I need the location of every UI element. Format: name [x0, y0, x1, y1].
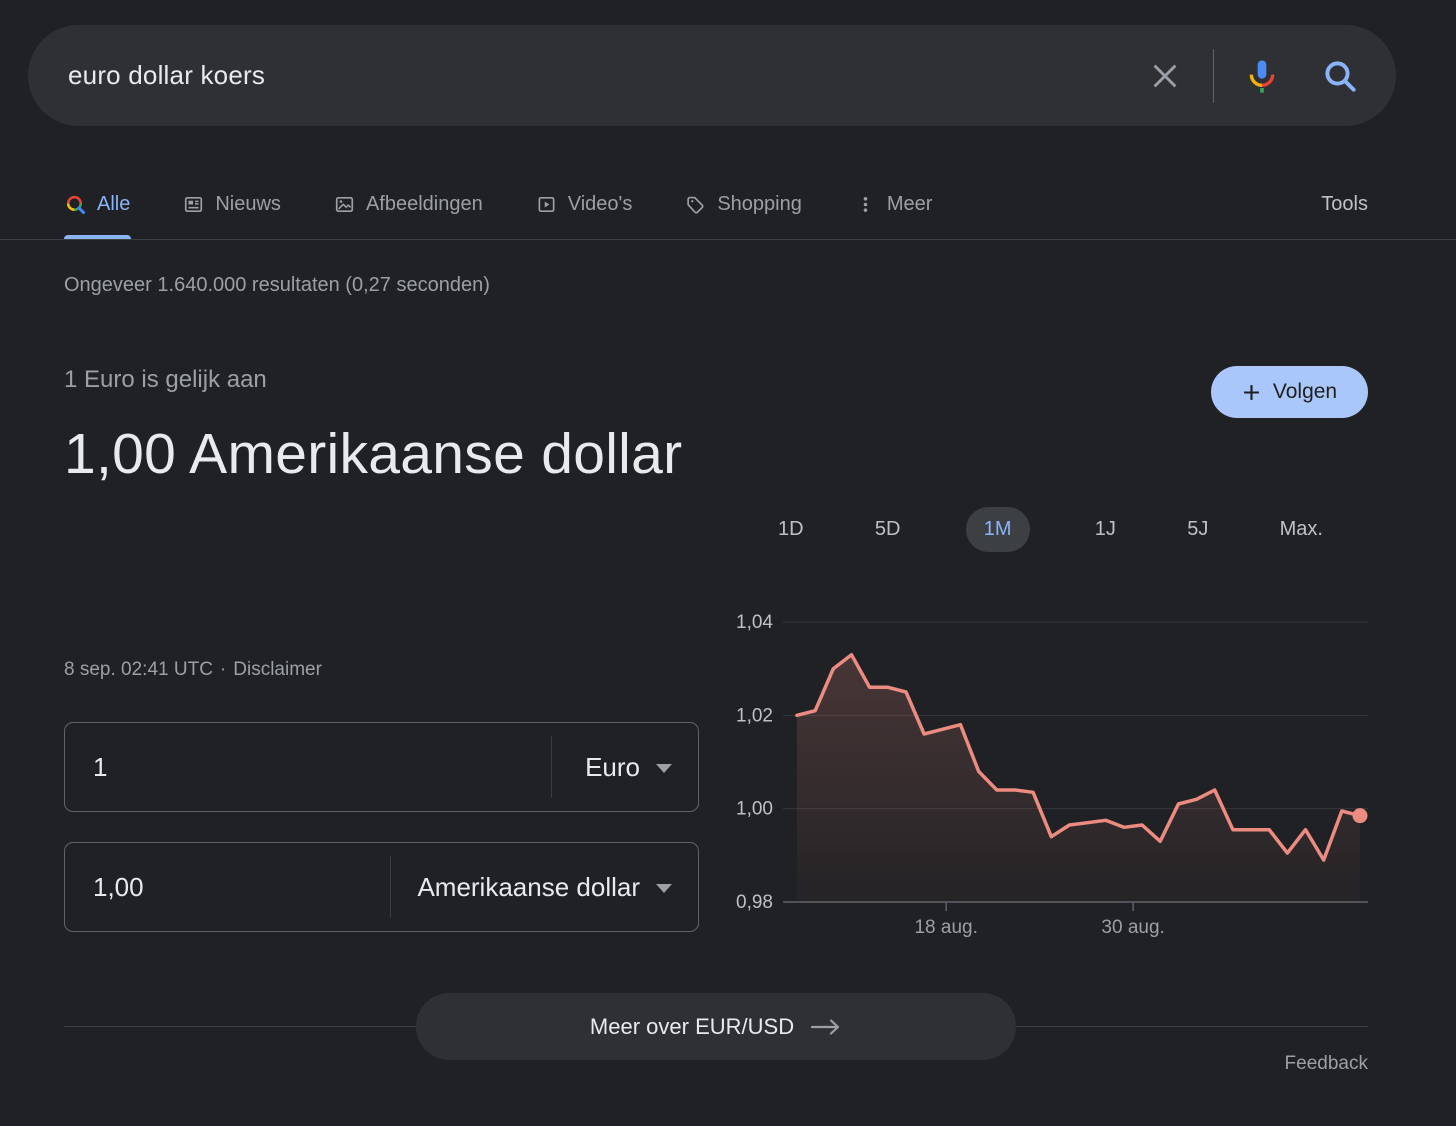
- separator-dot: ·: [219, 659, 227, 680]
- tab-shopping[interactable]: Shopping: [684, 170, 803, 239]
- field-divider: [551, 736, 552, 798]
- magnifier-icon: [1325, 60, 1356, 92]
- disclaimer-link[interactable]: Disclaimer: [233, 659, 322, 680]
- tab-nieuws[interactable]: Nieuws: [182, 170, 282, 239]
- amount-from-row: 1 Euro: [64, 722, 699, 812]
- x-icon: [1153, 64, 1177, 87]
- search-input[interactable]: euro dollar koers: [68, 60, 266, 90]
- search-submit-button[interactable]: [1318, 54, 1362, 98]
- currency-from-select[interactable]: Euro: [552, 752, 672, 783]
- tab-alle[interactable]: Alle: [64, 170, 132, 239]
- range-max[interactable]: Max.: [1279, 517, 1323, 540]
- tab-label: Video's: [567, 193, 633, 215]
- currency-from-label: Euro: [585, 751, 640, 782]
- result-stats: Ongeveer 1.640.000 resultaten (0,27 seco…: [64, 274, 490, 296]
- range-1m[interactable]: 1M: [965, 506, 1030, 552]
- time-range-tabs: 1D 5D 1M 1J 5J Max.: [772, 506, 1329, 552]
- feedback-link[interactable]: Feedback: [1284, 1053, 1368, 1074]
- timestamp-text: 8 sep. 02:41 UTC: [64, 659, 213, 680]
- range-5j[interactable]: 5J: [1187, 517, 1209, 540]
- shopping-tag-icon: [687, 196, 704, 214]
- amount-to-input[interactable]: 1,00: [93, 871, 144, 902]
- search-bar[interactable]: euro dollar koers: [28, 25, 1396, 126]
- range-5d[interactable]: 5D: [874, 517, 901, 540]
- svg-text:1,02: 1,02: [736, 705, 773, 726]
- svg-text:1,00: 1,00: [736, 799, 773, 820]
- range-1j[interactable]: 1J: [1094, 517, 1116, 540]
- chevron-down-icon: [656, 764, 672, 773]
- rate-timestamp: 8 sep. 02:41 UTC · Disclaimer: [64, 659, 322, 681]
- voice-search-button[interactable]: [1240, 54, 1284, 98]
- tab-label: Afbeeldingen: [365, 193, 483, 215]
- news-icon: [185, 196, 203, 213]
- follow-label: Volgen: [1272, 380, 1338, 403]
- search-divider: [1213, 48, 1214, 103]
- svg-text:30 aug.: 30 aug.: [1101, 917, 1164, 938]
- videos-icon: [538, 196, 555, 213]
- conversion-result: 1,00 Amerikaanse dollar: [64, 422, 683, 486]
- tab-label: Meer: [886, 193, 933, 215]
- eur-usd-chart[interactable]: 1,04 1,02 1,00 0,98 18 aug. 30 aug.: [710, 598, 1370, 948]
- svg-text:18 aug.: 18 aug.: [914, 917, 977, 938]
- svg-text:1,04: 1,04: [736, 612, 773, 633]
- tab-afbeeldingen[interactable]: Afbeeldingen: [333, 170, 484, 239]
- tab-label: Alle: [97, 193, 131, 215]
- svg-text:0,98: 0,98: [736, 892, 773, 913]
- chart-container: 1,04 1,02 1,00 0,98 18 aug. 30 aug.: [710, 598, 1370, 948]
- equals-label: 1 Euro is gelijk aan: [64, 366, 267, 393]
- tab-meer[interactable]: Meer: [854, 170, 934, 239]
- currency-to-select[interactable]: Amerikaanse dollar: [391, 872, 672, 903]
- google-mic-icon: [1249, 59, 1275, 93]
- more-about-label: Meer over EUR/USD: [589, 1013, 795, 1039]
- search-actions: [1143, 48, 1362, 103]
- tab-label: Nieuws: [215, 193, 281, 215]
- more-dots-icon: [863, 197, 868, 212]
- follow-button[interactable]: Volgen: [1211, 366, 1368, 418]
- more-about-button[interactable]: Meer over EUR/USD: [416, 993, 1016, 1060]
- amount-from-input[interactable]: 1: [93, 751, 108, 782]
- field-divider: [390, 856, 392, 918]
- chevron-down-icon: [656, 884, 672, 893]
- currency-to-label: Amerikaanse dollar: [417, 871, 640, 902]
- tab-videos[interactable]: Video's: [535, 170, 634, 239]
- plus-icon: [1243, 384, 1259, 400]
- tools-button[interactable]: Tools: [1321, 193, 1368, 215]
- images-icon: [335, 196, 354, 213]
- arrow-right-icon: [810, 1018, 840, 1035]
- amount-to-row: 1,00 Amerikaanse dollar: [64, 842, 699, 932]
- range-1d[interactable]: 1D: [778, 517, 804, 540]
- result-tabs: Alle Nieuws Afbeeldingen Video's: [0, 170, 1456, 240]
- tab-label: Shopping: [717, 193, 802, 215]
- search-icon: [66, 195, 86, 215]
- clear-search-button[interactable]: [1143, 54, 1187, 98]
